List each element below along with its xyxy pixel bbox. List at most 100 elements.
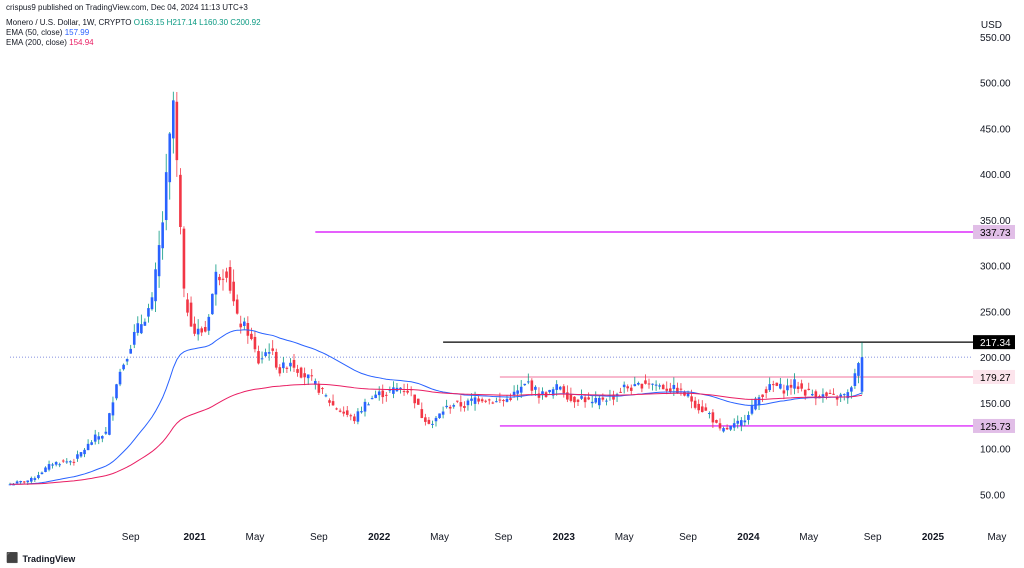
candle-body: [779, 383, 782, 389]
symbol-title: Monero / U.S. Dollar, 1W, CRYPTO: [6, 18, 132, 27]
candle-body: [125, 359, 129, 362]
level-tag-bg: [973, 335, 1015, 350]
ema200-line: [9, 383, 863, 485]
candle-body: [30, 477, 33, 482]
candle-body: [498, 399, 502, 401]
candle-body: [132, 331, 136, 345]
candle-body: [811, 393, 814, 396]
candle-body: [537, 393, 541, 398]
candle-body: [743, 420, 747, 423]
ema50-line: [9, 329, 863, 485]
candle-body: [757, 397, 761, 406]
candle-body: [615, 394, 619, 396]
candle-body: [225, 271, 228, 278]
candle-body: [65, 461, 69, 463]
candle-body: [321, 388, 324, 390]
candle-body: [594, 398, 598, 403]
candle-body: [274, 351, 278, 368]
candle-body: [832, 393, 835, 395]
candle-body: [754, 398, 757, 410]
candle-body: [487, 399, 491, 401]
candle-body: [367, 404, 370, 406]
candle-body: [200, 328, 203, 333]
candle-body: [647, 383, 651, 385]
candle-body: [644, 380, 647, 384]
candle-body: [108, 413, 111, 435]
candle-body: [122, 364, 125, 370]
candle-body: [164, 172, 168, 221]
candle-body: [704, 407, 708, 411]
candle-body: [814, 391, 818, 399]
candle-body: [218, 276, 221, 281]
candle-body: [97, 436, 101, 440]
candle-body: [793, 379, 796, 389]
candle-body: [764, 389, 768, 393]
tradingview-logo-icon: ⬛: [6, 553, 19, 564]
candle-body: [640, 383, 644, 389]
y-tick-label: 200.00: [980, 353, 1011, 364]
candle-body: [214, 271, 218, 295]
candle-body: [658, 385, 661, 387]
candle-body: [424, 417, 427, 422]
candle-body: [842, 394, 846, 396]
candle-body: [580, 396, 583, 399]
candle-body: [669, 388, 672, 392]
candle-body: [303, 373, 306, 378]
ohlc-values: O163.15 H217.14 L160.30 C200.92: [133, 18, 261, 27]
candle-body: [186, 299, 189, 313]
candle-body: [101, 436, 104, 439]
candle-body: [19, 480, 22, 483]
candle-body: [115, 384, 118, 399]
x-tick-label: Sep: [679, 532, 697, 543]
candle-body: [803, 389, 807, 396]
candle-body: [12, 484, 15, 486]
ema200-label: EMA (200, close): [6, 38, 67, 47]
y-tick-label: 150.00: [980, 399, 1011, 410]
candle-body: [629, 387, 633, 391]
candle-body: [129, 348, 132, 354]
candle-body: [452, 405, 456, 407]
candle-body: [207, 316, 211, 331]
candle-body: [651, 383, 654, 385]
candle-body: [90, 442, 93, 445]
y-tick-label: 350.00: [980, 216, 1011, 227]
candle-body: [786, 385, 789, 391]
candle-body: [8, 484, 12, 486]
candle-body: [835, 396, 839, 400]
candle-body: [83, 449, 86, 455]
candle-body: [736, 420, 740, 424]
y-tick-label: 450.00: [980, 124, 1011, 135]
candle-body: [445, 405, 448, 408]
y-tick-label: 500.00: [980, 79, 1011, 90]
candle-body: [622, 384, 626, 388]
candle-body: [711, 412, 715, 423]
candle-body: [413, 394, 416, 404]
candle-body: [331, 401, 335, 406]
candle-body: [800, 383, 803, 389]
chart-legend: Monero / U.S. Dollar, 1W, CRYPTO O163.15…: [6, 18, 261, 48]
candle-body: [690, 396, 693, 402]
candle-body: [324, 395, 328, 397]
candle-body: [612, 394, 615, 400]
x-tick-label: Sep: [864, 532, 882, 543]
candle-body: [211, 293, 214, 315]
candle-body: [740, 420, 743, 426]
candle-body: [782, 390, 786, 394]
candle-body: [722, 428, 725, 432]
candle-body: [271, 348, 274, 351]
candle-body: [317, 383, 321, 393]
candle-body: [562, 386, 566, 394]
candle-body: [47, 464, 51, 470]
candle-body: [402, 391, 406, 393]
candle-body: [502, 400, 505, 402]
candle-body: [72, 461, 76, 463]
candle-body: [363, 401, 367, 412]
candle-body: [392, 387, 395, 394]
candle-body: [61, 460, 65, 462]
candle-body: [338, 410, 342, 412]
candle-body: [661, 384, 665, 390]
candle-body: [846, 392, 850, 399]
publisher-header: crispus9 published on TradingView.com, D…: [6, 3, 248, 12]
candle-body: [409, 389, 413, 391]
